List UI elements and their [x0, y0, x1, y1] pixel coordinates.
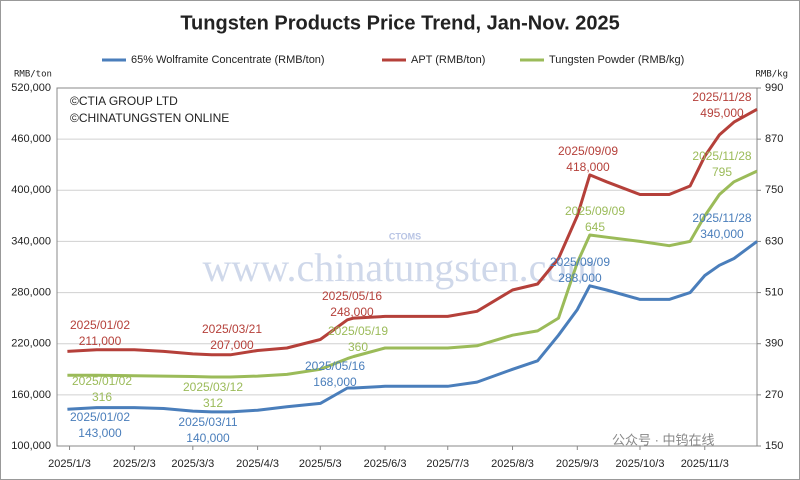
y-tick-label: 160,000 [11, 389, 51, 401]
y2-tick-label: 750 [765, 184, 783, 196]
legend-label: 65% Wolframite Concentrate (RMB/ton) [131, 54, 325, 66]
annotation-value: 312 [203, 396, 223, 410]
annotation-date: 2025/11/28 [692, 211, 751, 225]
annotation-date: 2025/01/02 [70, 410, 130, 424]
x-tick-label: 2025/1/3 [48, 458, 91, 470]
annotation-value: 795 [712, 165, 732, 179]
series-line [67, 169, 758, 379]
y-tick-label: 220,000 [11, 338, 51, 350]
copyright: ©CHINATUNGSTEN ONLINE [70, 111, 229, 125]
annotation-date: 2025/05/16 [322, 289, 382, 303]
y2-tick-label: 150 [765, 440, 783, 452]
y-tick-label: 100,000 [11, 440, 51, 452]
x-tick-label: 2025/3/3 [171, 458, 214, 470]
annotation-date: 2025/09/09 [558, 144, 618, 158]
x-tick-label: 2025/2/3 [113, 458, 156, 470]
y2-tick-label: 390 [765, 338, 783, 350]
watermark: www.chinatungsten.com [202, 245, 597, 290]
annotation-value: 418,000 [566, 160, 610, 174]
y2-tick-label: 510 [765, 286, 783, 298]
x-tick-label: 2025/11/3 [681, 458, 729, 470]
x-tick-label: 2025/8/3 [491, 458, 534, 470]
annotation-value: 316 [92, 390, 112, 404]
annotation-value: 248,000 [330, 305, 374, 319]
annotation-date: 2025/03/11 [178, 415, 237, 429]
series-line [67, 240, 758, 414]
annotation-value: 340,000 [700, 227, 744, 241]
y-tick-label: 520,000 [11, 82, 51, 94]
x-tick-label: 2025/4/3 [236, 458, 279, 470]
annotation-value: 360 [348, 340, 368, 354]
y2-tick-label: 990 [765, 82, 783, 94]
y2-tick-label: 870 [765, 133, 783, 145]
y-tick-label: 400,000 [11, 184, 51, 196]
annotation-date: 2025/11/28 [692, 149, 751, 163]
y2-tick-label: 270 [765, 389, 783, 401]
legend-label: Tungsten Powder (RMB/kg) [549, 54, 684, 66]
annotation-date: 2025/01/02 [70, 318, 130, 332]
y-tick-label: 340,000 [11, 235, 51, 247]
annotation-date: 2025/11/28 [692, 90, 751, 104]
annotation-date: 2025/03/21 [202, 322, 262, 336]
annotation-date: 2025/05/19 [328, 324, 388, 338]
chart-title: Tungsten Products Price Trend, Jan-Nov. … [180, 12, 619, 34]
annotation-date: 2025/09/09 [565, 204, 625, 218]
x-tick-label: 2025/9/3 [556, 458, 599, 470]
annotation-value: 143,000 [78, 426, 122, 440]
copyright: ©CTIA GROUP LTD [70, 94, 178, 108]
annotation-date: 2025/09/09 [550, 255, 610, 269]
annotation-value: 288,000 [558, 271, 602, 285]
annotation-value: 495,000 [700, 106, 744, 120]
annotation-value: 207,000 [210, 338, 254, 352]
y-axis-label: RMB/ton [14, 70, 52, 80]
annotation-date: 2025/05/16 [305, 359, 365, 373]
x-tick-label: 2025/10/3 [616, 458, 665, 470]
legend-label: APT (RMB/ton) [411, 54, 485, 66]
x-tick-label: 2025/6/3 [364, 458, 407, 470]
y2-tick-label: 630 [765, 235, 783, 247]
y-tick-label: 280,000 [11, 286, 51, 298]
annotation-value: 645 [585, 220, 605, 234]
annotation-date: 2025/01/02 [72, 374, 132, 388]
plot-frame [56, 87, 758, 447]
annotation-date: 2025/03/12 [183, 380, 243, 394]
annotation-value: 211,000 [79, 334, 122, 348]
x-tick-label: 2025/7/3 [426, 458, 469, 470]
y2-axis-label: RMB/kg [755, 70, 788, 80]
series-line [67, 107, 758, 357]
wechat-watermark: 公众号 · 中钨在线 [612, 432, 715, 447]
annotation-value: 168,000 [313, 375, 357, 389]
annotation-value: 140,000 [186, 431, 230, 445]
x-tick-label: 2025/5/3 [299, 458, 342, 470]
y-tick-label: 460,000 [11, 133, 51, 145]
logo-text: CTOMS [389, 231, 421, 241]
